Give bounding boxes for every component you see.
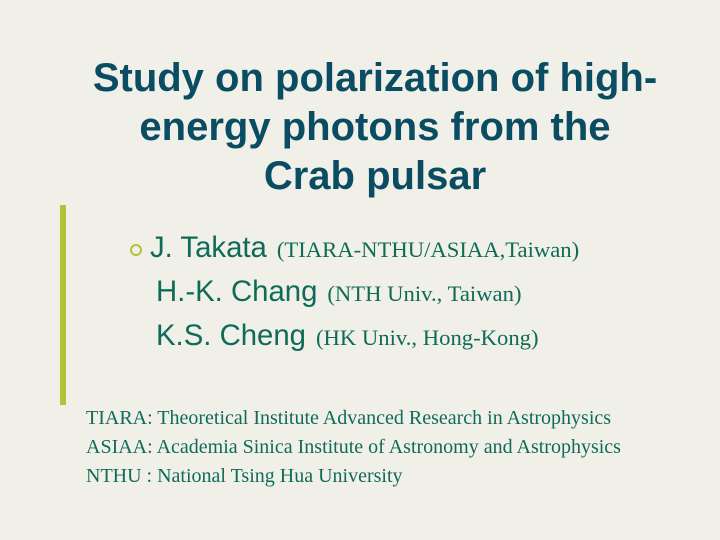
- author-name: J. Takata: [150, 231, 267, 264]
- author-line: K.S. Cheng (HK Univ., Hong-Kong): [156, 314, 650, 358]
- footer-definitions: TIARA: Theoretical Institute Advanced Re…: [86, 404, 686, 491]
- footer-line: NTHU : National Tsing Hua University: [86, 462, 686, 491]
- presentation-slide: Study on polarization of high-energy pho…: [0, 0, 720, 540]
- authors-block: J. Takata (TIARA-NTHU/ASIAA,Taiwan) H.-K.…: [130, 226, 650, 358]
- footer-line: ASIAA: Academia Sinica Institute of Astr…: [86, 433, 686, 462]
- bullet-icon: [130, 244, 142, 256]
- author-affiliation: (TIARA-NTHU/ASIAA,Taiwan): [277, 237, 579, 262]
- author-name: K.S. Cheng: [156, 319, 306, 352]
- author-line: H.-K. Chang (NTH Univ., Taiwan): [156, 270, 650, 314]
- accent-bar: [60, 205, 66, 405]
- author-line: J. Takata (TIARA-NTHU/ASIAA,Taiwan): [130, 226, 650, 270]
- author-affiliation: (NTH Univ., Taiwan): [327, 281, 521, 306]
- author-name: H.-K. Chang: [156, 275, 317, 308]
- author-affiliation: (HK Univ., Hong-Kong): [316, 325, 539, 350]
- footer-line: TIARA: Theoretical Institute Advanced Re…: [86, 404, 686, 433]
- slide-title: Study on polarization of high-energy pho…: [90, 54, 660, 200]
